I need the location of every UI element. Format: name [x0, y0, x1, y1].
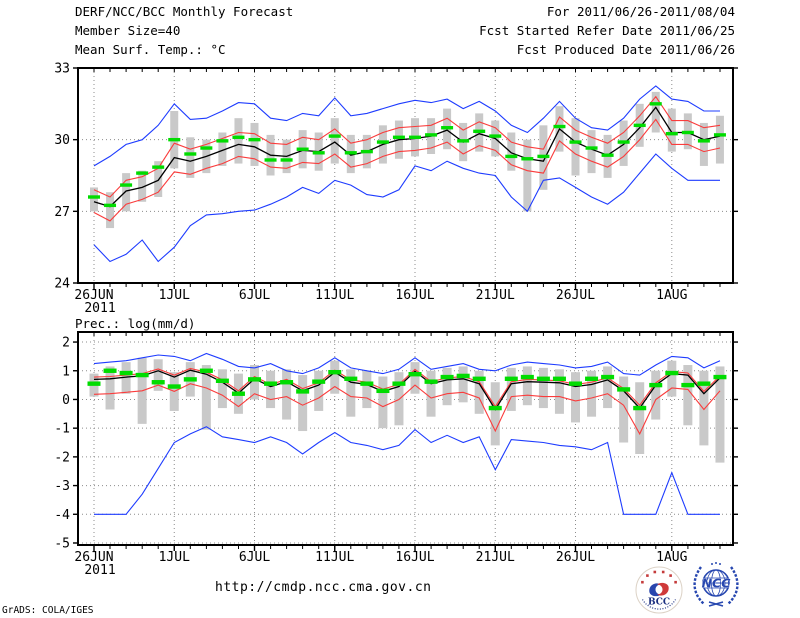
y-tick-label: -1 — [54, 422, 70, 437]
plot-border — [77, 67, 734, 284]
x-tick-label: 26JUN — [74, 550, 113, 565]
fcst-start-date-label: Fcst Started Refer Date 2011/06/25 — [479, 23, 735, 38]
y-tick-label: -3 — [54, 479, 70, 494]
y-tick-label: -4 — [54, 508, 70, 523]
x-tick-label: 16JUL — [395, 288, 434, 303]
x-tick-sublabel: 2011 — [84, 563, 115, 578]
page-title: DERF/NCC/BCC Monthly Forecast — [75, 4, 294, 19]
ncc-logo-text: NCC — [702, 576, 732, 591]
ncc-logo-top-marks — [711, 562, 721, 565]
x-tick-label: 21JUL — [476, 550, 515, 565]
series-minus-sigma — [93, 118, 721, 222]
precip-chart-title: Prec.: log(mm/d) — [75, 316, 196, 331]
fcst-produced-label: Fcst Produced Date 2011/06/26 — [516, 42, 735, 57]
series-ensemble-min — [93, 153, 720, 263]
x-tick-label: 26JUN — [74, 288, 113, 303]
temp-chart-title: Mean Surf. Temp.: °C — [75, 42, 226, 57]
y-tick-label: 30 — [54, 133, 70, 148]
bcc-logo-text: BCC — [648, 598, 670, 608]
series-ensemble-min — [94, 426, 720, 515]
x-tick-label: 11JUL — [315, 288, 354, 303]
series-observation-dashes — [88, 102, 726, 208]
axes — [73, 67, 738, 289]
x-tick-label: 1AUG — [656, 288, 687, 303]
x-tick-label: 16JUL — [395, 550, 434, 565]
series-minus-sigma — [93, 383, 721, 436]
bcc-logo: BCC — [634, 566, 684, 616]
x-tick-label: 1AUG — [656, 550, 687, 565]
ncc-logo-wreath — [693, 566, 739, 607]
plot-border — [77, 331, 734, 546]
ncc-logo-globe — [702, 569, 730, 597]
series-ensemble-max — [93, 352, 721, 376]
bcc-logo-red-swirl — [657, 582, 669, 596]
ncc-logo: NCC — [687, 557, 745, 615]
x-tick-label: 6JUL — [239, 288, 270, 303]
series-ensemble-mean — [93, 106, 721, 208]
x-tick-label: 6JUL — [239, 550, 270, 565]
x-tick-label: 21JUL — [476, 288, 515, 303]
x-tick-label: 26JUL — [556, 550, 595, 565]
y-tick-label: 1 — [62, 364, 70, 379]
x-tick-label: 11JUL — [315, 550, 354, 565]
y-tick-label: 33 — [54, 62, 70, 77]
y-tick-label: 0 — [62, 393, 70, 408]
x-tick-label: 1JUL — [159, 550, 190, 565]
series-ensemble-max — [93, 85, 720, 167]
y-tick-label: -5 — [54, 536, 70, 551]
series-observation-dashes — [87, 368, 727, 411]
forecast-range-label: For 2011/06/26-2011/08/04 — [546, 4, 735, 19]
bcc-logo-ring — [635, 566, 683, 614]
series-plus-sigma — [93, 95, 721, 198]
gridlines — [78, 68, 733, 283]
y-tick-label: -2 — [54, 450, 70, 465]
bcc-logo-blue-swirl — [649, 583, 661, 597]
y-tick-label: 2 — [62, 336, 70, 351]
series-plus-sigma — [93, 367, 721, 408]
x-tick-label: 26JUL — [556, 288, 595, 303]
bcc-logo-top-characters — [641, 570, 677, 584]
ensemble-spread-bars — [89, 357, 725, 463]
axes — [73, 331, 738, 551]
y-tick-label: 27 — [54, 205, 70, 220]
source-url: http://cmdp.ncc.cma.gov.cn — [215, 580, 432, 595]
y-tick-label: 24 — [54, 277, 70, 292]
member-size-label: Member Size=40 — [75, 23, 181, 38]
x-tick-label: 1JUL — [159, 288, 190, 303]
x-tick-sublabel: 2011 — [84, 301, 115, 316]
grads-credit: GrADS: COLA/IGES — [2, 605, 94, 616]
series-ensemble-mean — [93, 369, 721, 411]
